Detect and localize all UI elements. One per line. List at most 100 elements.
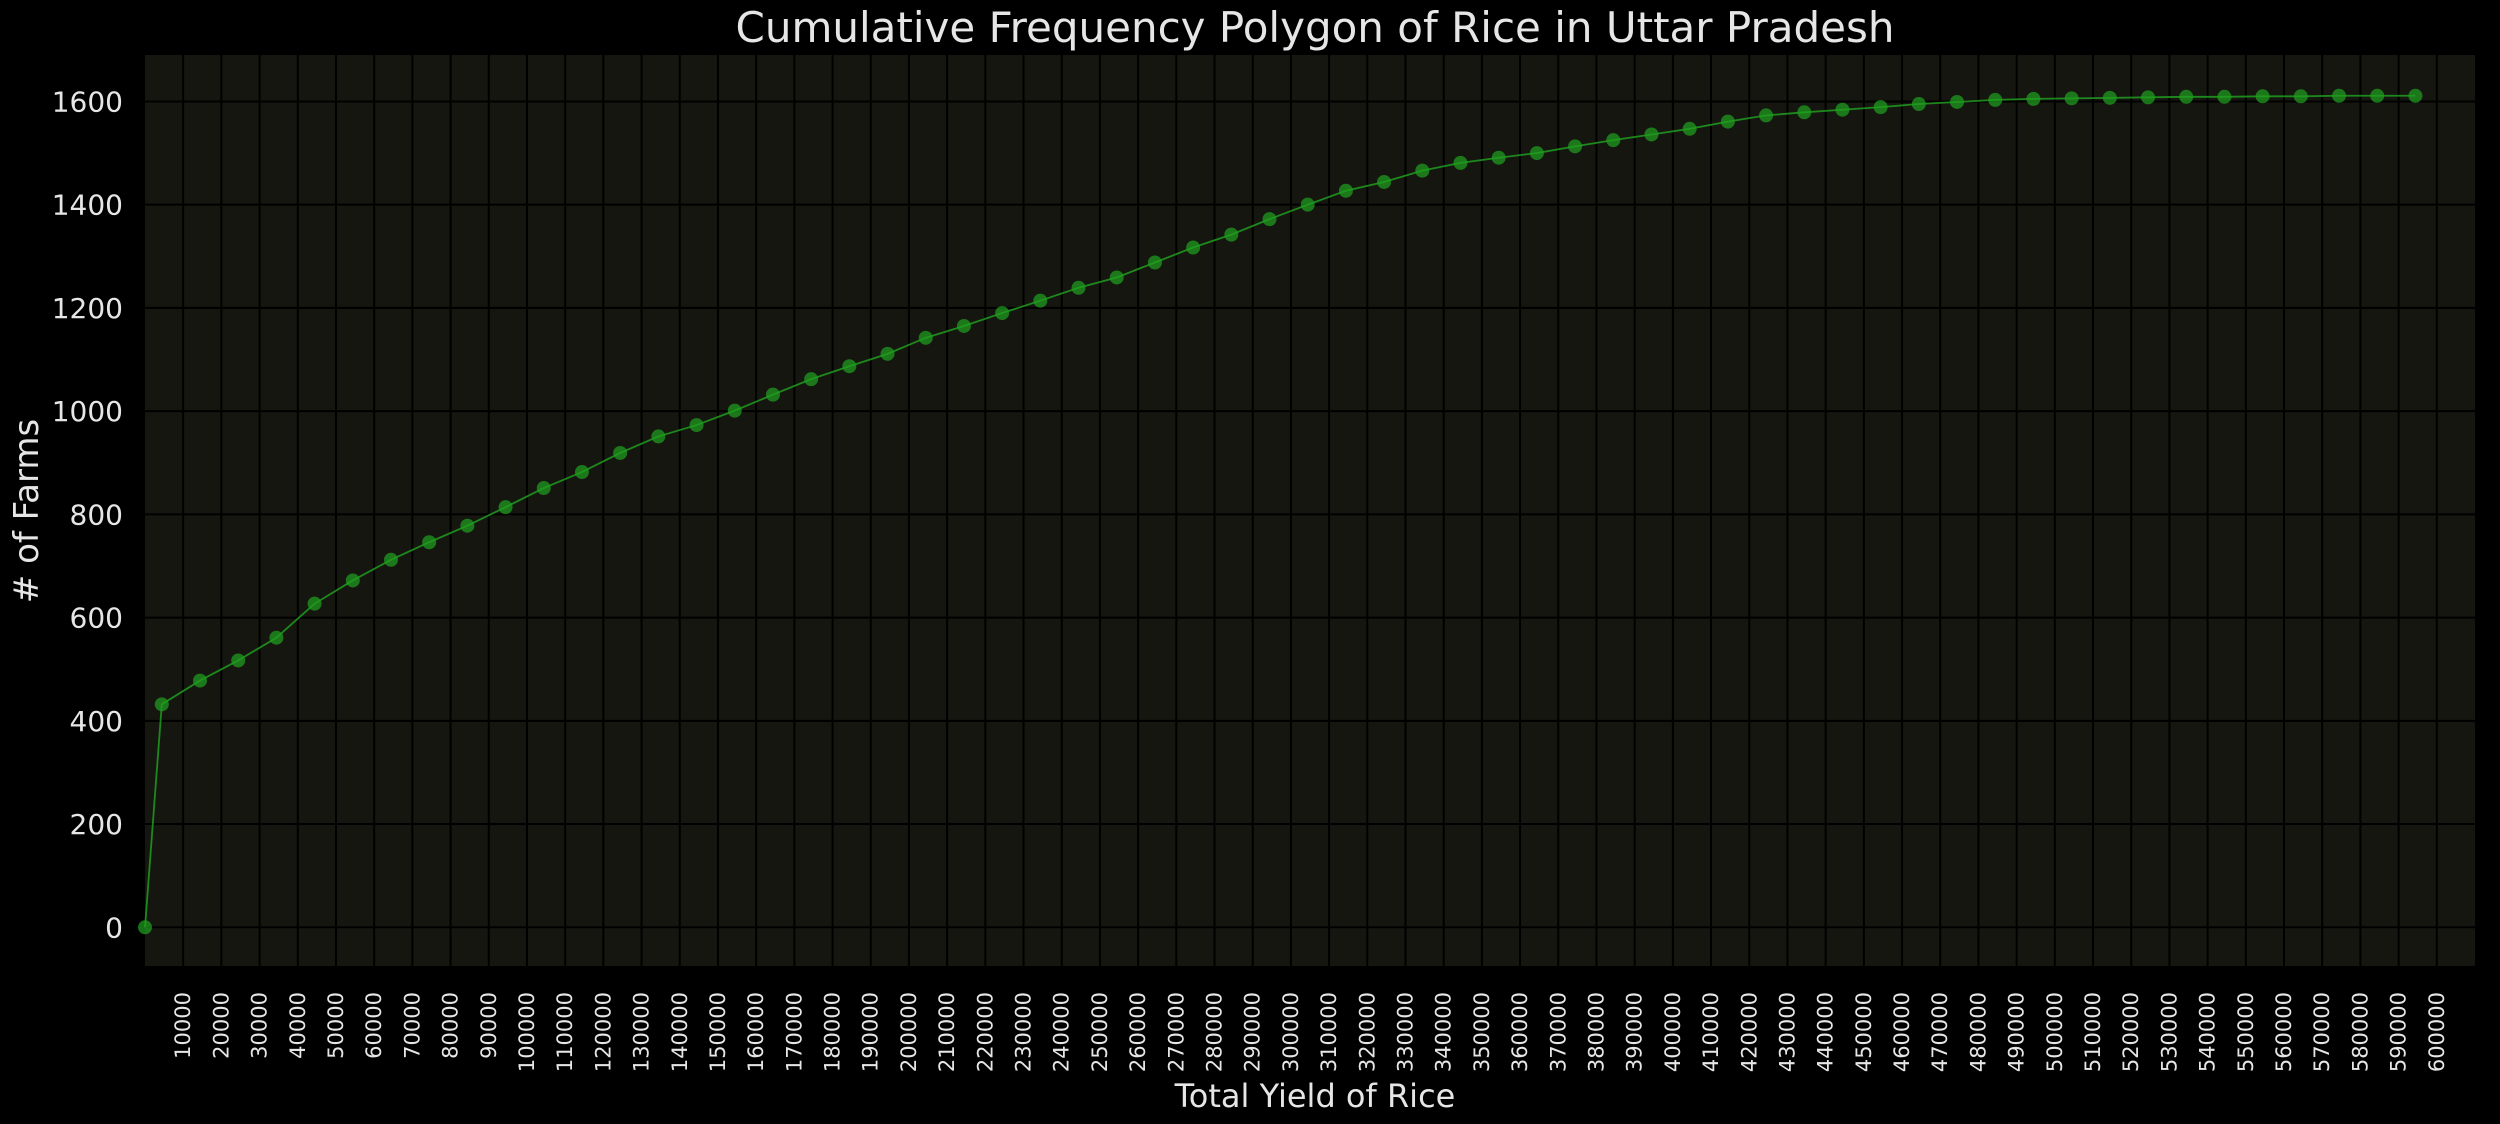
y-tick-label: 1000 bbox=[52, 395, 123, 428]
data-point bbox=[842, 359, 857, 374]
data-point bbox=[2332, 88, 2347, 103]
x-tick-label: 90000 bbox=[477, 992, 501, 1059]
data-point bbox=[2064, 91, 2079, 106]
data-point bbox=[193, 673, 208, 688]
data-point bbox=[1835, 102, 1850, 117]
x-tick-label: 380000 bbox=[1584, 992, 1608, 1072]
y-tick-label: 200 bbox=[70, 808, 123, 841]
grid-lines bbox=[145, 55, 2475, 966]
x-tick-label: 320000 bbox=[1355, 992, 1379, 1072]
x-tick-label: 550000 bbox=[2234, 992, 2258, 1072]
y-tick-label: 1600 bbox=[52, 85, 123, 118]
data-point bbox=[2408, 88, 2423, 103]
data-point bbox=[1109, 270, 1124, 285]
data-point bbox=[689, 418, 704, 433]
data-point bbox=[1338, 183, 1353, 198]
x-tick-label: 80000 bbox=[439, 992, 463, 1059]
x-tick-label: 560000 bbox=[2272, 992, 2296, 1072]
x-tick-label: 140000 bbox=[668, 992, 692, 1072]
data-point bbox=[1988, 92, 2003, 107]
data-point bbox=[651, 429, 666, 444]
x-tick-label: 10000 bbox=[171, 992, 195, 1059]
data-point bbox=[1606, 133, 1621, 148]
data-point bbox=[765, 387, 780, 402]
data-point bbox=[880, 346, 895, 361]
data-point bbox=[727, 403, 742, 418]
data-point bbox=[1797, 105, 1812, 120]
data-point bbox=[231, 653, 246, 668]
x-tick-label: 330000 bbox=[1393, 992, 1417, 1072]
x-tick-label: 460000 bbox=[1890, 992, 1914, 1072]
data-point bbox=[2179, 89, 2194, 104]
x-tick-label: 480000 bbox=[1966, 992, 1990, 1072]
x-tick-label: 410000 bbox=[1699, 992, 1723, 1072]
x-tick-label: 590000 bbox=[2387, 992, 2411, 1072]
x-tick-label: 260000 bbox=[1126, 992, 1150, 1072]
data-point bbox=[956, 318, 971, 333]
data-point bbox=[138, 920, 152, 935]
x-tick-label: 290000 bbox=[1241, 992, 1265, 1072]
x-tick-label: 110000 bbox=[553, 992, 577, 1072]
x-tick-label: 180000 bbox=[821, 992, 845, 1072]
series-0 bbox=[138, 88, 2423, 935]
data-point bbox=[1720, 114, 1735, 129]
y-tick-label: 1200 bbox=[52, 292, 123, 325]
x-tick-label: 430000 bbox=[1775, 992, 1799, 1072]
x-tick-label: 390000 bbox=[1623, 992, 1647, 1072]
x-tick-label: 490000 bbox=[2005, 992, 2029, 1072]
data-point bbox=[1453, 155, 1468, 170]
data-point bbox=[1071, 280, 1086, 295]
series-layer bbox=[138, 88, 2423, 935]
x-tick-label: 70000 bbox=[400, 992, 424, 1059]
x-tick-label: 250000 bbox=[1088, 992, 1112, 1072]
x-tick-label: 50000 bbox=[324, 992, 348, 1059]
y-tick-label: 400 bbox=[70, 705, 123, 738]
x-tick-label: 20000 bbox=[209, 992, 233, 1059]
data-point bbox=[1186, 240, 1201, 255]
data-point bbox=[1873, 100, 1888, 115]
plot-area bbox=[145, 55, 2475, 966]
y-tick-label: 0 bbox=[105, 911, 123, 944]
data-point bbox=[1415, 163, 1430, 178]
data-point bbox=[2026, 91, 2041, 106]
data-point bbox=[2217, 89, 2232, 104]
y-tick-label: 800 bbox=[70, 498, 123, 531]
x-tick-label: 170000 bbox=[782, 992, 806, 1072]
data-point bbox=[2293, 89, 2308, 104]
x-tick-label: 510000 bbox=[2081, 992, 2105, 1072]
x-tick-label: 200000 bbox=[897, 992, 921, 1072]
y-tick-label: 1400 bbox=[52, 189, 123, 222]
x-tick-label: 160000 bbox=[744, 992, 768, 1072]
data-point bbox=[1491, 150, 1506, 165]
data-point bbox=[2141, 90, 2156, 105]
x-tick-label: 400000 bbox=[1661, 992, 1685, 1072]
data-point bbox=[2370, 88, 2385, 103]
x-tick-label: 450000 bbox=[1852, 992, 1876, 1072]
x-tick-label: 280000 bbox=[1203, 992, 1227, 1072]
data-point bbox=[1033, 293, 1048, 308]
data-point bbox=[1950, 94, 1965, 109]
x-tick-label: 230000 bbox=[1012, 992, 1036, 1072]
x-tick-label: 130000 bbox=[630, 992, 654, 1072]
y-tick-label: 600 bbox=[70, 602, 123, 635]
x-tick-label: 570000 bbox=[2310, 992, 2334, 1072]
y-axis-label: # of Farms bbox=[7, 419, 47, 603]
x-tick-label: 580000 bbox=[2348, 992, 2372, 1072]
x-tick-label: 500000 bbox=[2043, 992, 2067, 1072]
x-tick-label: 120000 bbox=[591, 992, 615, 1072]
data-point bbox=[1759, 108, 1774, 123]
x-tick-labels: 10000 20000 30000 40000 50000 60000 70000 80000… bbox=[171, 992, 2449, 1072]
x-tick-label: 300000 bbox=[1279, 992, 1303, 1072]
data-point bbox=[1262, 212, 1277, 227]
x-tick-label: 340000 bbox=[1432, 992, 1456, 1072]
data-point bbox=[498, 500, 513, 515]
data-point bbox=[1300, 197, 1315, 212]
data-point bbox=[1568, 139, 1583, 154]
data-point bbox=[804, 372, 819, 387]
x-tick-label: 470000 bbox=[1928, 992, 1952, 1072]
x-tick-label: 420000 bbox=[1737, 992, 1761, 1072]
y-tick-labels: 0 200 400 600 800 1000 1200 1400 1600 bbox=[52, 85, 123, 944]
x-tick-label: 520000 bbox=[2119, 992, 2143, 1072]
